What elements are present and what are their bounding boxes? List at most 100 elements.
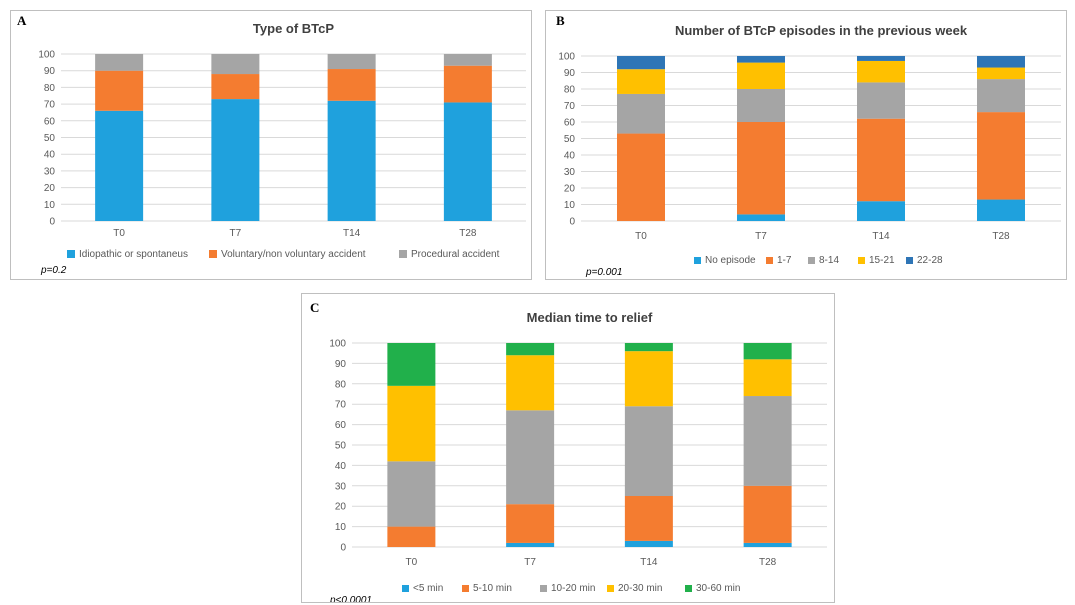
bar-segment-no-episode-t28 <box>977 199 1025 221</box>
x-tick-label: T7 <box>755 231 767 242</box>
chart-panel-b: B Number of BTcP episodes in the previous… <box>545 10 1067 280</box>
x-tick-label: T28 <box>759 557 777 568</box>
legend-label: 15-21 <box>869 255 895 266</box>
y-tick-label: 100 <box>38 50 55 61</box>
bar-segment-5-10-min-t7 <box>506 504 555 543</box>
y-tick-label: 40 <box>564 151 576 162</box>
y-tick-label: 70 <box>335 400 347 411</box>
y-tick-label: 0 <box>340 543 346 554</box>
legend-label: Idiopathic or spontaneus <box>79 249 188 260</box>
panel-letter: B <box>556 13 565 28</box>
legend-swatch <box>685 585 692 592</box>
bar-segment-8-14-t7 <box>737 89 785 122</box>
legend-label: 1-7 <box>777 255 792 266</box>
legend-swatch <box>462 585 469 592</box>
x-tick-label: T0 <box>635 231 647 242</box>
legend-swatch <box>607 585 614 592</box>
bar-segment-idiopathic-or-spontaneus-t0 <box>95 110 144 221</box>
y-tick-label: 100 <box>329 339 346 350</box>
bar-segment-15-21-t14 <box>857 60 905 83</box>
legend-swatch <box>694 257 701 264</box>
chart-panel-a: A Type of BTcP 0 10 20 30 40 50 60 70 80 90 100 T0 T7 T… <box>10 10 532 280</box>
bar-segment-20-30-min-t0 <box>387 385 436 462</box>
y-tick-label: 60 <box>564 118 576 129</box>
bar-segment-procedural-accident-t7 <box>211 54 260 75</box>
bar-segment-5-min-t7 <box>506 542 555 547</box>
y-tick-label: 30 <box>44 166 56 177</box>
panel-letter: C <box>310 300 319 315</box>
y-tick-label: 90 <box>335 359 347 370</box>
bar-segment-8-14-t28 <box>977 79 1025 113</box>
bar-segment-5-min-t28 <box>743 542 792 547</box>
bar-segment-22-28-t0 <box>617 56 665 70</box>
x-tick-label: T14 <box>343 228 361 239</box>
bar-segment-10-20-min-t28 <box>743 396 792 486</box>
bar-segment-no-episode-t7 <box>737 214 785 221</box>
y-tick-label: 70 <box>564 101 576 112</box>
panel-letter: A <box>17 13 27 28</box>
x-tick-label: T7 <box>230 228 242 239</box>
legend-label: <5 min <box>413 583 443 594</box>
bar-segment-30-60-min-t28 <box>743 343 792 360</box>
chart-title: Median time to relief <box>527 310 653 325</box>
x-tick-label: T28 <box>992 231 1010 242</box>
bar-segment-procedural-accident-t0 <box>95 54 144 71</box>
legend-swatch <box>67 250 75 258</box>
bar-segment-22-28-t28 <box>977 56 1025 68</box>
bar-segment-procedural-accident-t28 <box>443 54 492 66</box>
legend-label: 8-14 <box>819 255 839 266</box>
legend-label: 20-30 min <box>618 583 662 594</box>
y-tick-label: 40 <box>335 461 347 472</box>
legend-swatch <box>540 585 547 592</box>
bar-segment-15-21-t0 <box>617 69 665 94</box>
y-tick-label: 80 <box>44 83 56 94</box>
chart-a-svg: A Type of BTcP 0 10 20 30 40 50 60 70 80 90 100 T0 T7 T… <box>17 13 526 276</box>
y-tick-label: 90 <box>44 66 56 77</box>
bar-segment-voluntary-non-voluntary-accident-t7 <box>211 74 260 100</box>
p-value-annotation: p=0.001 <box>585 267 622 278</box>
x-tick-label: T0 <box>406 557 418 568</box>
y-tick-label: 80 <box>564 85 576 96</box>
legend-swatch <box>399 250 407 258</box>
y-tick-label: 50 <box>44 133 56 144</box>
y-tick-label: 30 <box>564 167 576 178</box>
y-tick-label: 20 <box>564 184 576 195</box>
y-tick-label: 60 <box>44 116 56 127</box>
x-tick-label: T0 <box>113 228 125 239</box>
bar-segment-voluntary-non-voluntary-accident-t14 <box>327 69 376 101</box>
legend-swatch <box>808 257 815 264</box>
bar-segment-30-60-min-t14 <box>624 343 673 352</box>
y-tick-label: 100 <box>558 52 575 63</box>
bar-segment-22-28-t14 <box>857 56 905 61</box>
bar-segment-1-7-t7 <box>737 122 785 215</box>
bar-segment-5-min-t14 <box>624 540 673 547</box>
y-tick-label: 40 <box>44 150 56 161</box>
chart-title: Number of BTcP episodes in the previous … <box>675 23 968 38</box>
x-tick-label: T14 <box>640 557 658 568</box>
legend-label: Voluntary/non voluntary accident <box>221 249 366 260</box>
bar-segment-20-30-min-t14 <box>624 351 673 407</box>
legend-swatch <box>402 585 409 592</box>
chart-b-svg: B Number of BTcP episodes in the previous… <box>556 13 1061 278</box>
bar-segment-20-30-min-t7 <box>506 355 555 411</box>
y-tick-label: 0 <box>569 217 575 228</box>
y-tick-label: 10 <box>44 200 56 211</box>
chart-panel-c: C Median time to relief 0 10 20 30 40 50 60 70 80 9… <box>301 293 835 603</box>
y-tick-label: 30 <box>335 481 347 492</box>
bar-segment-30-60-min-t7 <box>506 343 555 356</box>
bar-segment-1-7-t28 <box>977 112 1025 200</box>
bar-segment-22-28-t7 <box>737 56 785 63</box>
y-tick-label: 50 <box>335 441 347 452</box>
x-tick-label: T7 <box>524 557 536 568</box>
bar-segment-10-20-min-t7 <box>506 410 555 505</box>
bar-segment-8-14-t0 <box>617 93 665 134</box>
bar-segment-1-7-t14 <box>857 118 905 202</box>
bar-segment-no-episode-t14 <box>857 201 905 221</box>
bar-segment-idiopathic-or-spontaneus-t28 <box>443 102 492 221</box>
y-tick-label: 80 <box>335 379 347 390</box>
bar-segment-voluntary-non-voluntary-accident-t0 <box>95 70 144 111</box>
bar-segment-15-21-t7 <box>737 62 785 89</box>
legend-swatch <box>766 257 773 264</box>
bar-segment-5-10-min-t28 <box>743 485 792 543</box>
y-tick-label: 50 <box>564 134 576 145</box>
